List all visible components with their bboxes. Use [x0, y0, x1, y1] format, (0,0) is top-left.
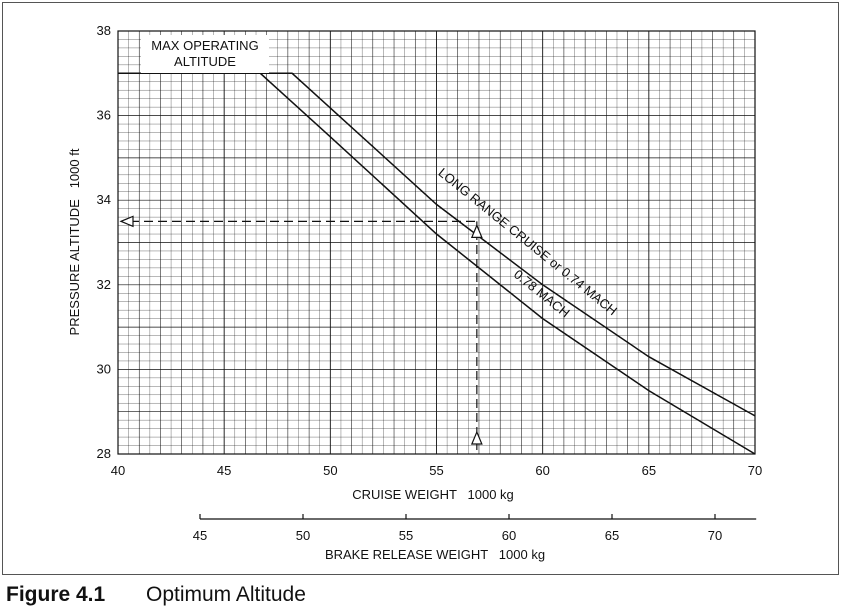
- figure-frame: 40 45 50 55 60 65 70 28 30 32 34 36 38 MAX OPERATIN…: [2, 2, 839, 575]
- x-tick-label: 55: [429, 463, 443, 478]
- y-tick-labels: 28 30 32 34 36 38: [97, 23, 111, 461]
- x-tick-label: 70: [748, 463, 762, 478]
- brake-release-tick-label: 60: [502, 528, 516, 543]
- figure-number: Figure 4.1: [6, 583, 106, 606]
- x-tick-label: 60: [535, 463, 549, 478]
- x-axis-label: CRUISE WEIGHT 1000 kg: [352, 487, 514, 502]
- series-line-long-range-cruise: [118, 72, 756, 417]
- x-tick-label: 50: [323, 463, 337, 478]
- max-altitude-label-line2: ALTITUDE: [174, 54, 236, 69]
- example-lines: [119, 215, 483, 450]
- y-tick-label: 36: [97, 108, 111, 123]
- series-label-long-range-cruise: LONG RANGE CRUISE or 0.74 MACH: [436, 165, 621, 319]
- arrow-left-axis: [119, 215, 134, 228]
- y-axis-label: PRESSURE ALTITUDE 1000 ft: [67, 148, 82, 335]
- max-altitude-label-line1: MAX OPERATING: [151, 38, 258, 53]
- brake-release-tick-label: 45: [193, 528, 207, 543]
- figure-caption: Figure 4.1 Optimum Altitude: [6, 583, 306, 607]
- y-tick-label: 32: [97, 277, 111, 292]
- curves: [118, 72, 756, 455]
- series-line-078-mach: [118, 72, 756, 455]
- optimum-altitude-chart: 40 45 50 55 60 65 70 28 30 32 34 36 38 MAX OPERATIN…: [67, 23, 762, 562]
- brake-release-tick-label: 65: [605, 528, 619, 543]
- y-tick-label: 34: [97, 192, 111, 207]
- brake-release-tick-label: 50: [296, 528, 310, 543]
- x-tick-label: 65: [642, 463, 656, 478]
- brake-release-tick-label: 70: [708, 528, 722, 543]
- y-tick-label: 30: [97, 361, 111, 376]
- arrow-up-bottom: [470, 430, 483, 445]
- brake-release-tick-label: 55: [399, 528, 413, 543]
- y-tick-label: 28: [97, 446, 111, 461]
- x-tick-label: 40: [111, 463, 125, 478]
- x-tick-label: 45: [217, 463, 231, 478]
- max-altitude-label-bg: [141, 35, 269, 73]
- figure-title: Optimum Altitude: [146, 583, 306, 606]
- arrow-up-intersection: [470, 223, 483, 238]
- x-tick-labels: 40 45 50 55 60 65 70: [111, 463, 762, 478]
- brake-release-tick-labels: 45 50 55 60 65 70: [193, 514, 722, 543]
- brake-release-axis-label: BRAKE RELEASE WEIGHT 1000 kg: [325, 547, 545, 562]
- plot-border: [117, 30, 756, 455]
- y-tick-label: 38: [97, 23, 111, 38]
